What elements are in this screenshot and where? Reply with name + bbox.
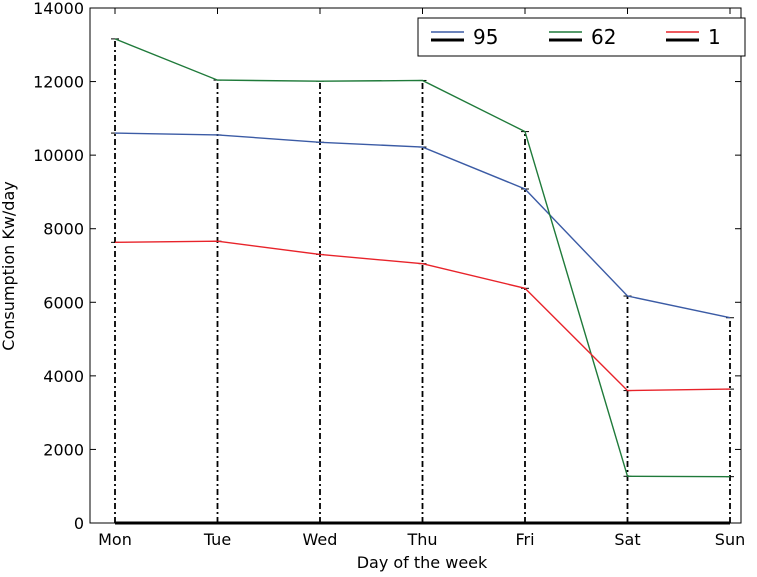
x-tick-label: Wed [303,530,338,549]
x-tick-label: Sat [614,530,640,549]
y-tick-label: 0 [74,514,84,533]
series-line-2 [114,240,731,392]
x-tick-label: Thu [406,530,437,549]
x-axis-ticks: Mon Tue Wed Thu Fri Sat Sun [98,8,745,549]
x-tick-label: Mon [98,530,132,549]
y-tick-label: 14000 [33,0,84,18]
legend: 95 62 1 [417,17,746,57]
x-axis-label: Day of the week [357,553,488,572]
x-tick-label: Tue [203,530,231,549]
plot-frame [89,7,742,524]
legend-label-0: 95 [473,25,498,49]
legend-label-2: 1 [708,25,721,49]
y-tick-label: 6000 [43,293,84,312]
y-tick-label: 12000 [33,73,84,92]
y-tick-label: 2000 [43,440,84,459]
drop-lines [111,38,734,525]
series-lines [114,38,731,478]
y-axis-label: Consumption Kw/day [0,181,18,350]
y-axis-ticks: 0 2000 4000 6000 8000 10000 12000 14000 [33,0,741,533]
y-tick-label: 10000 [33,146,84,165]
legend-box [417,17,746,57]
legend-label-1: 62 [591,25,616,49]
x-tick-label: Sun [715,530,745,549]
y-tick-label: 4000 [43,367,84,386]
x-tick-label: Fri [515,530,534,549]
series-line-1 [114,38,731,478]
y-tick-label: 8000 [43,220,84,239]
series-line-0 [114,132,731,319]
